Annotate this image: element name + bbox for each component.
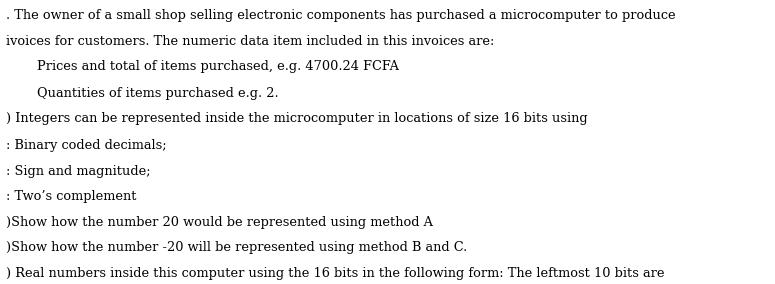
Text: : Two’s complement: : Two’s complement [6, 190, 136, 203]
Text: ivoices for customers. The numeric data item included in this invoices are:: ivoices for customers. The numeric data … [6, 35, 494, 48]
Text: ) Integers can be represented inside the microcomputer in locations of size 16 b: ) Integers can be represented inside the… [6, 112, 587, 126]
Text: Prices and total of items purchased, e.g. 4700.24 FCFA: Prices and total of items purchased, e.g… [37, 60, 399, 74]
Text: )Show how the number -20 will be represented using method B and C.: )Show how the number -20 will be represe… [6, 241, 467, 254]
Text: . The owner of a small shop selling electronic components has purchased a microc: . The owner of a small shop selling elec… [6, 9, 676, 22]
Text: ) Real numbers inside this computer using the 16 bits in the following form: The: ) Real numbers inside this computer usin… [6, 267, 665, 280]
Text: : Binary coded decimals;: : Binary coded decimals; [6, 139, 167, 152]
Text: Quantities of items purchased e.g. 2.: Quantities of items purchased e.g. 2. [37, 87, 279, 100]
Text: )Show how the number 20 would be represented using method A: )Show how the number 20 would be represe… [6, 216, 433, 229]
Text: : Sign and magnitude;: : Sign and magnitude; [6, 165, 150, 178]
